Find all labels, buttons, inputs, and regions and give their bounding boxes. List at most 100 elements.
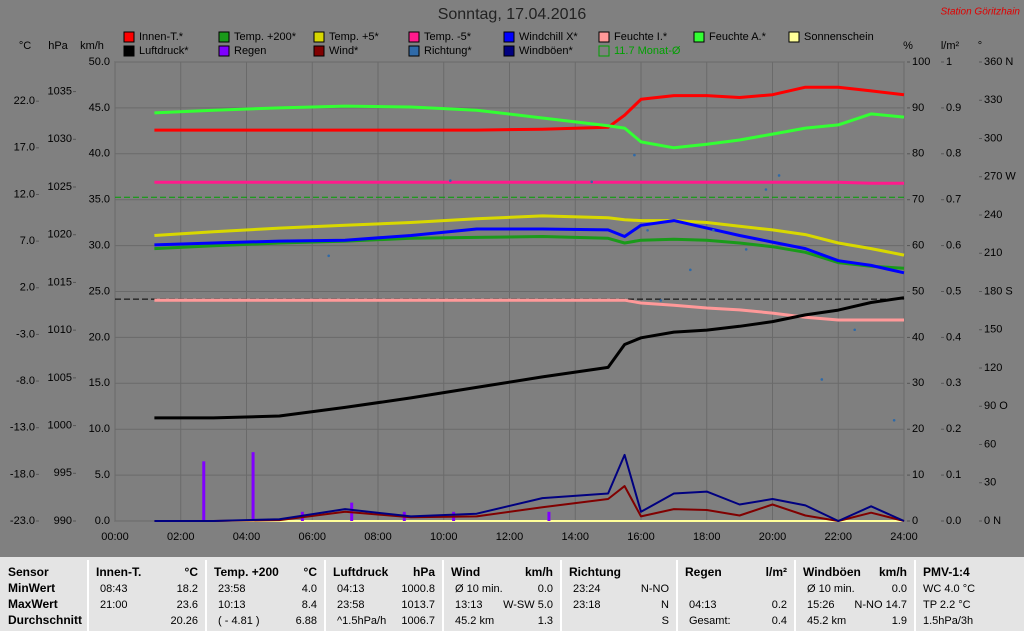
legend-swatch — [503, 31, 515, 43]
table-cell: 0.0 — [892, 583, 907, 595]
y-tick-label: 50.0 — [89, 56, 110, 68]
table-cell: 1.3 — [538, 615, 553, 627]
axis-unit: l/m² — [941, 40, 960, 52]
y-tick-label: 990 — [54, 515, 72, 527]
legend-swatch — [598, 45, 610, 57]
direction-point — [820, 378, 824, 381]
y-tick-label: 1035 — [48, 85, 72, 97]
legend-swatch — [598, 31, 610, 43]
y-tick-label: 120 — [984, 362, 1002, 374]
table-cell: Ø 10 min. — [807, 583, 855, 595]
table-cell: N-NO 14.7 — [854, 599, 907, 611]
series-line — [154, 85, 905, 132]
table-header: Wind — [451, 565, 480, 579]
axis-unit: km/h — [80, 40, 104, 52]
y-tick-label: 40.0 — [89, 148, 110, 160]
direction-point — [853, 328, 856, 332]
table-header: PMV-1:4 — [923, 565, 970, 579]
rain-bar — [202, 461, 206, 521]
legend-label: Sonnenschein — [804, 31, 874, 43]
legend-swatch — [123, 45, 135, 57]
y-tick-label: 240 — [984, 209, 1002, 221]
y-tick-label: -18.0 — [10, 468, 35, 480]
x-tick-label: 06:00 — [298, 531, 326, 543]
y-tick-label: 1030 — [48, 133, 72, 145]
x-tick-label: 18:00 — [693, 531, 721, 543]
series-line — [154, 180, 904, 185]
table-unit: km/h — [879, 565, 907, 579]
table-cell: TP 2.2 °C — [923, 599, 971, 611]
table-cell: WC 4.0 °C — [923, 583, 975, 595]
y-tick-label: 20 — [912, 423, 924, 435]
y-tick-label: 12.0 — [14, 188, 35, 200]
y-tick-label: 995 — [54, 467, 72, 479]
table-cell: 45.2 km — [807, 615, 846, 627]
y-tick-label: 22.0 — [14, 95, 35, 107]
legend-swatch — [408, 31, 420, 43]
x-tick-label: 10:00 — [430, 531, 458, 543]
y-tick-label: 0.3 — [946, 377, 961, 389]
y-tick-label: 17.0 — [14, 142, 35, 154]
series-line — [154, 298, 904, 322]
x-tick-label: 20:00 — [759, 531, 787, 543]
y-tick-label: 0.0 — [946, 515, 961, 527]
table-cell: 0.2 — [772, 599, 787, 611]
table-cell: Gesamt: — [689, 615, 731, 627]
table-cell: 23:24 — [573, 583, 601, 595]
legend-label: Luftdruck* — [139, 45, 189, 57]
table-unit: hPa — [413, 565, 435, 579]
table-cell: ^1.5hPa/h — [337, 615, 386, 627]
direction-point — [590, 180, 593, 184]
direction-point — [777, 174, 781, 177]
table-cell: S — [662, 615, 669, 627]
table-cell: 21:00 — [100, 599, 128, 611]
axis-unit: % — [903, 40, 913, 52]
legend-label: Windböen* — [519, 45, 574, 57]
series-line — [154, 453, 905, 522]
x-tick-label: 02:00 — [167, 531, 195, 543]
legend-label: Richtung* — [424, 45, 472, 57]
chart-title: Sonntag, 17.04.2016 — [438, 6, 587, 23]
table-unit: °C — [304, 565, 318, 579]
legend-label: Feuchte I.* — [614, 31, 668, 43]
series-line — [154, 485, 905, 522]
table-header: Sensor — [8, 565, 49, 579]
y-tick-label: 15.0 — [89, 377, 110, 389]
table-cell: 45.2 km — [455, 615, 494, 627]
legend-swatch — [123, 31, 135, 43]
direction-point — [449, 179, 452, 182]
direction-point — [892, 418, 896, 422]
table-cell: 13:13 — [455, 599, 483, 611]
y-tick-label: 150 — [984, 324, 1002, 336]
y-tick-label: 0.6 — [946, 240, 961, 252]
y-tick-label: 25.0 — [89, 285, 110, 297]
direction-point — [327, 254, 330, 258]
table-unit: l/m² — [766, 565, 787, 579]
y-tick-label: 100 — [912, 56, 930, 68]
y-tick-label: 40 — [912, 331, 924, 343]
legend-label: Wind* — [329, 45, 359, 57]
y-tick-label: 80 — [912, 148, 924, 160]
y-tick-label: 0.2 — [946, 423, 961, 435]
y-tick-label: 35.0 — [89, 194, 110, 206]
y-tick-label: 60 — [984, 438, 996, 450]
table-cell: MinWert — [8, 581, 55, 595]
y-tick-label: 0 N — [984, 515, 1001, 527]
legend-label: Innen-T.* — [139, 31, 184, 43]
y-tick-label: 30 — [912, 377, 924, 389]
x-tick-label: 00:00 — [101, 531, 129, 543]
y-tick-label: 180 S — [984, 285, 1013, 297]
table-cell: 23:58 — [218, 583, 246, 595]
legend-swatch — [218, 31, 230, 43]
y-tick-label: 0.7 — [946, 194, 961, 206]
legend-label: Temp. -5* — [424, 31, 472, 43]
table-cell: 04:13 — [337, 583, 365, 595]
y-tick-label: 1015 — [48, 276, 72, 288]
y-tick-label: 50 — [912, 285, 924, 297]
y-tick-label: 1000 — [48, 419, 72, 431]
y-tick-label: 10 — [912, 469, 924, 481]
y-tick-label: 2.0 — [20, 282, 35, 294]
series-line — [154, 104, 905, 150]
y-tick-label: 0.5 — [946, 285, 961, 297]
table-cell: ( - 4.81 ) — [218, 615, 260, 627]
